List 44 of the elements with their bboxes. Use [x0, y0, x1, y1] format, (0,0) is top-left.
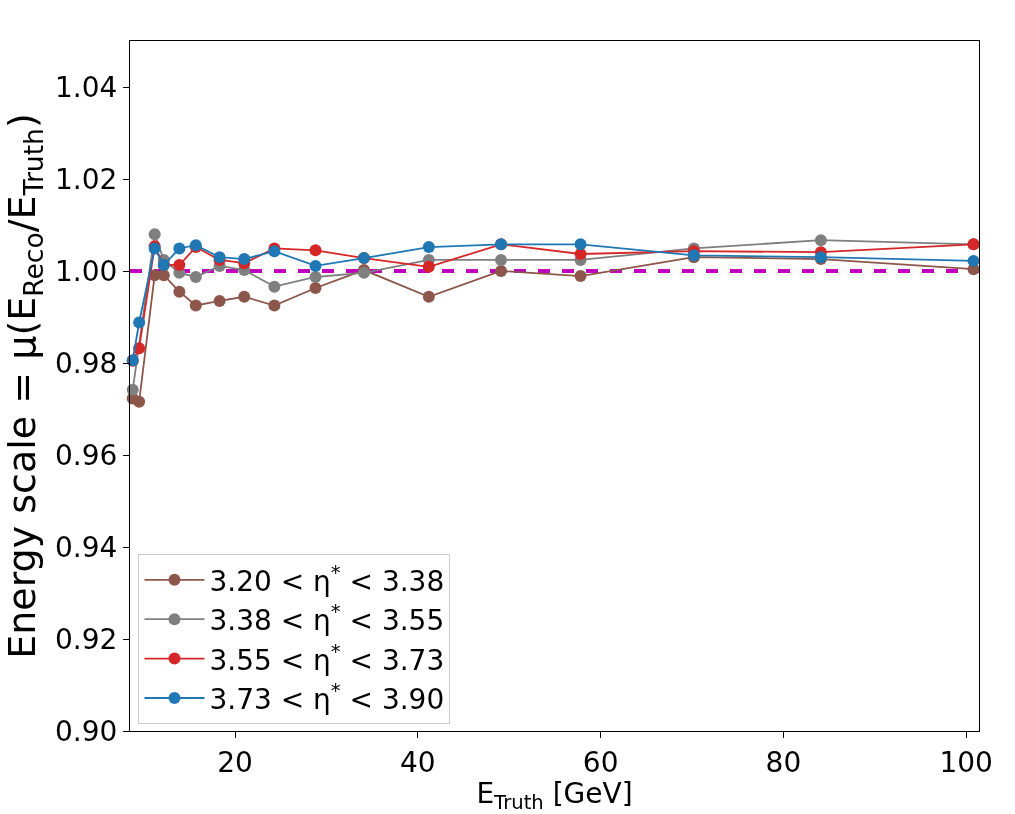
x-tick-label: 100 — [939, 745, 993, 779]
point — [574, 270, 587, 283]
point — [422, 260, 435, 273]
point — [574, 238, 587, 251]
point — [133, 395, 146, 408]
point — [189, 299, 202, 312]
point — [238, 253, 251, 266]
point — [268, 280, 281, 293]
y-tick-label: 0.96 — [55, 438, 118, 472]
point — [133, 316, 146, 329]
point — [148, 228, 161, 241]
point — [309, 282, 322, 295]
point — [173, 242, 186, 255]
point — [268, 299, 281, 312]
point — [309, 244, 322, 257]
point — [422, 290, 435, 303]
point — [495, 253, 508, 266]
x-axis-title: E$_{Truth}$ [GeV] — [476, 777, 633, 814]
legend-label: 3.55 < η$^{*}$ < 3.73 — [209, 639, 445, 677]
x-tick-label: 80 — [765, 745, 802, 779]
y-tick-label: 0.94 — [55, 530, 118, 564]
point — [189, 270, 202, 283]
point — [309, 270, 322, 283]
y-tick-label: 0.90 — [55, 714, 118, 748]
x-tick-label: 60 — [582, 745, 619, 779]
x-tick-label: 40 — [400, 745, 436, 779]
y-tick-label: 1.00 — [55, 254, 118, 288]
point — [495, 265, 508, 277]
legend-label: 3.20 < η$^{*}$ < 3.38 — [209, 560, 445, 598]
y-tick-label: 1.02 — [55, 162, 118, 196]
point — [967, 254, 980, 267]
point — [814, 234, 827, 247]
legend-label: 3.73 < η$^{*}$ < 3.90 — [209, 679, 445, 716]
y-tick-label: 0.98 — [55, 346, 118, 380]
y-tick-label: 0.92 — [55, 622, 118, 656]
point — [213, 294, 226, 307]
x-tick-label: 20 — [217, 745, 253, 779]
point — [422, 241, 435, 254]
point — [173, 285, 186, 298]
point — [173, 259, 186, 272]
y-tick-label: 1.04 — [55, 70, 118, 104]
legend-label: 3.38 < η$^{*}$ < 3.55 — [209, 600, 445, 638]
point — [309, 259, 322, 272]
point — [238, 290, 251, 303]
